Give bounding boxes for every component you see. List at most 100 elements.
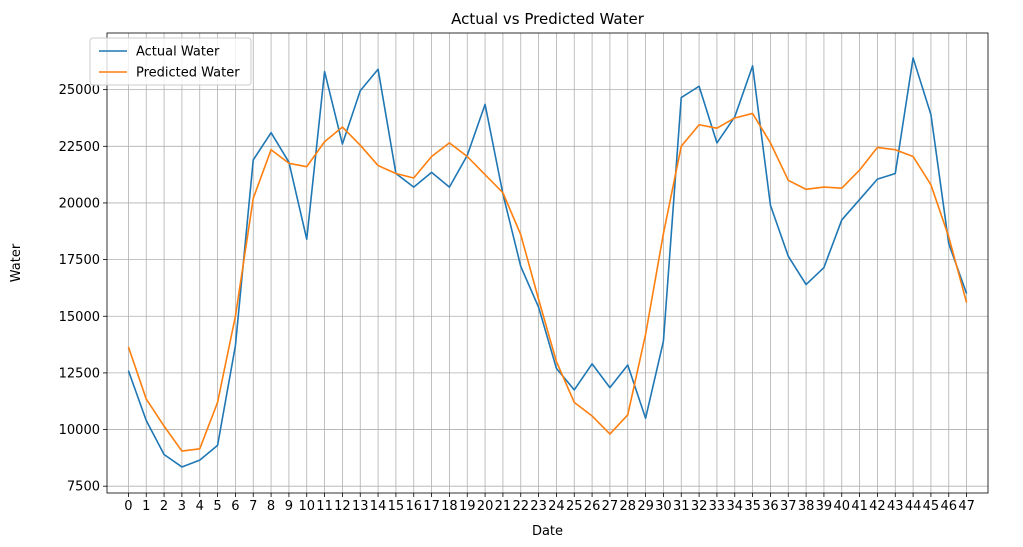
data-point bbox=[306, 238, 308, 240]
x-tick-label: 2 bbox=[160, 499, 168, 514]
data-point bbox=[217, 401, 219, 403]
data-point bbox=[270, 132, 272, 134]
data-point bbox=[449, 142, 451, 144]
x-tick-label: 24 bbox=[548, 499, 565, 514]
data-point bbox=[324, 141, 326, 143]
series-line-predicted-water bbox=[127, 112, 968, 452]
data-point bbox=[449, 186, 451, 188]
data-point bbox=[894, 149, 896, 151]
x-tick-label: 15 bbox=[388, 499, 405, 514]
data-point bbox=[698, 124, 700, 126]
data-point bbox=[520, 234, 522, 236]
y-tick-label: 20000 bbox=[59, 196, 100, 211]
data-point bbox=[787, 179, 789, 181]
legend-label: Actual Water bbox=[136, 45, 220, 60]
x-tick-label: 31 bbox=[673, 499, 690, 514]
data-point bbox=[734, 117, 736, 119]
x-tick-label: 27 bbox=[602, 499, 619, 514]
data-point bbox=[145, 398, 147, 400]
data-point bbox=[128, 370, 130, 372]
data-point bbox=[484, 103, 486, 105]
x-tick-label: 23 bbox=[530, 499, 547, 514]
data-point bbox=[199, 448, 201, 450]
data-point bbox=[877, 147, 879, 149]
x-tick-label: 47 bbox=[958, 499, 975, 514]
x-tick-label: 20 bbox=[477, 499, 494, 514]
data-point bbox=[413, 186, 415, 188]
data-point bbox=[270, 149, 272, 151]
x-tick-label: 39 bbox=[816, 499, 833, 514]
x-tick-label: 46 bbox=[940, 499, 957, 514]
data-point bbox=[930, 184, 932, 186]
y-tick-label: 17500 bbox=[59, 253, 100, 268]
data-point bbox=[199, 459, 201, 461]
x-tick-label: 17 bbox=[423, 499, 440, 514]
data-point bbox=[324, 71, 326, 73]
x-tick-label: 3 bbox=[178, 499, 186, 514]
data-point bbox=[645, 417, 647, 419]
data-point bbox=[556, 361, 558, 363]
data-point bbox=[591, 363, 593, 365]
data-point bbox=[163, 454, 165, 456]
x-tick-label: 34 bbox=[726, 499, 743, 514]
series-line-actual-water bbox=[127, 57, 968, 468]
data-point bbox=[359, 144, 361, 146]
x-tick-label: 5 bbox=[213, 499, 221, 514]
y-tick-label: 22500 bbox=[59, 140, 100, 155]
y-axis-ticks: 7500 10000 12500 15000 17500 20000 22500 25000 bbox=[59, 83, 107, 495]
x-tick-label: 35 bbox=[744, 499, 761, 514]
data-point bbox=[377, 68, 379, 70]
x-tick-label: 42 bbox=[869, 499, 886, 514]
data-point bbox=[342, 126, 344, 128]
x-tick-label: 14 bbox=[370, 499, 387, 514]
data-point bbox=[217, 445, 219, 447]
x-tick-label: 32 bbox=[691, 499, 708, 514]
data-point bbox=[966, 293, 968, 295]
data-point bbox=[235, 315, 237, 317]
plot-frame bbox=[106, 32, 989, 494]
x-tick-label: 29 bbox=[637, 499, 654, 514]
data-point bbox=[538, 298, 540, 300]
data-point bbox=[252, 159, 254, 161]
data-point bbox=[859, 199, 861, 201]
y-tick-label: 7500 bbox=[67, 480, 100, 495]
data-point bbox=[306, 166, 308, 168]
data-point bbox=[770, 204, 772, 206]
legend-label: Predicted Water bbox=[136, 66, 240, 81]
x-tick-label: 30 bbox=[655, 499, 672, 514]
data-point bbox=[859, 169, 861, 171]
x-tick-label: 1 bbox=[142, 499, 150, 514]
data-point bbox=[770, 142, 772, 144]
x-tick-label: 40 bbox=[833, 499, 850, 514]
x-tick-label: 26 bbox=[584, 499, 601, 514]
data-point bbox=[823, 186, 825, 188]
data-point bbox=[716, 142, 718, 144]
data-point bbox=[680, 97, 682, 99]
series-lines bbox=[127, 57, 968, 468]
data-point bbox=[841, 187, 843, 189]
y-axis-title: Water bbox=[9, 243, 24, 282]
x-tick-label: 38 bbox=[798, 499, 815, 514]
x-tick-label: 25 bbox=[566, 499, 583, 514]
data-point bbox=[877, 178, 879, 180]
data-point bbox=[841, 219, 843, 221]
data-point bbox=[645, 333, 647, 335]
x-tick-label: 7 bbox=[249, 499, 257, 514]
x-tick-label: 33 bbox=[709, 499, 726, 514]
x-tick-label: 0 bbox=[124, 499, 132, 514]
data-point bbox=[966, 302, 968, 304]
x-tick-label: 8 bbox=[267, 499, 275, 514]
data-point bbox=[663, 340, 665, 342]
data-point bbox=[520, 265, 522, 267]
data-point bbox=[573, 389, 575, 391]
x-tick-label: 45 bbox=[923, 499, 940, 514]
data-point bbox=[431, 171, 433, 173]
data-point bbox=[609, 433, 611, 435]
x-tick-label: 43 bbox=[887, 499, 904, 514]
x-axis-title: Date bbox=[532, 524, 563, 539]
x-tick-label: 28 bbox=[619, 499, 636, 514]
data-point bbox=[787, 255, 789, 257]
data-point bbox=[716, 127, 718, 129]
data-point bbox=[752, 113, 754, 115]
x-tick-label: 36 bbox=[762, 499, 779, 514]
